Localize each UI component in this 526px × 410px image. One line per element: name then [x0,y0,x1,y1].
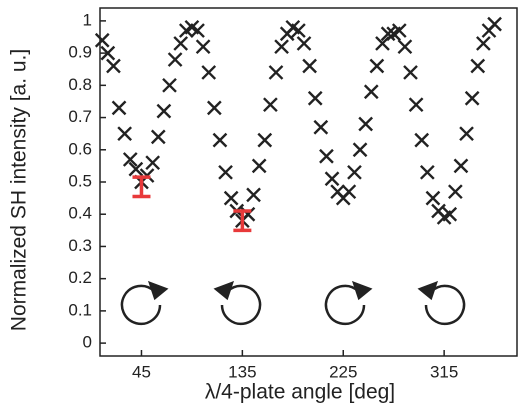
x-marker [341,184,357,200]
cw-arrow [324,284,366,326]
helicity-icons [120,280,466,326]
x-marker [296,36,312,51]
x-marker [358,116,374,132]
x-tick-label: 135 [228,362,256,381]
x-marker [464,90,480,106]
y-tick-label: 0.5 [68,171,92,190]
x-marker [447,184,463,200]
x-marker [476,36,491,51]
x-marker [167,52,183,67]
x-marker [190,23,205,38]
x-marker [201,65,217,80]
x-tick-label: 315 [430,362,458,381]
x-marker [319,148,334,164]
x-marker [403,65,418,80]
y-tick-label: 0.8 [68,75,92,94]
arrowhead [213,280,235,301]
x-marker [122,152,138,167]
y-tick-label: 0.7 [68,107,92,126]
plot-frame [99,7,518,357]
y-tick-label: 0.4 [68,204,92,223]
ccw-arrow [424,284,466,326]
x-axis-label: λ/4-plate angle [deg] [205,381,395,404]
y-tick-label: 0 [83,333,92,352]
x-marker [106,58,121,74]
x-marker [369,58,385,74]
y-tick-label: 0.9 [68,43,92,62]
x-marker [274,39,289,55]
x-marker [257,132,273,148]
x-marker [459,126,474,142]
x-marker [94,32,110,48]
x-marker [263,97,278,113]
x-tick-label: 225 [329,362,357,381]
x-marker [391,23,407,38]
cw-arrow [120,284,162,326]
x-marker [470,58,486,74]
x-marker [414,132,430,148]
x-marker [453,158,469,174]
ccw-arrow [220,284,262,326]
y-tick-label: 0.3 [68,236,92,255]
y-tick-label: 1 [83,10,92,29]
x-marker [206,100,222,116]
x-marker [212,132,228,148]
arrowhead [351,280,373,301]
error-bar [132,175,151,199]
x-marker [128,161,144,177]
x-marker [251,158,267,174]
x-marker [408,97,424,113]
x-marker [307,90,323,106]
x-marker [419,164,435,180]
x-marker [380,26,396,42]
x-marker [324,171,340,187]
y-tick-label: 0.1 [68,300,92,319]
y-axis-label: Normalized SH intensity [a. u.] [8,49,31,331]
x-marker [363,84,379,100]
x-marker [425,190,441,206]
x-marker [347,164,362,180]
x-marker [397,39,413,55]
y-tick-label: 0.2 [68,268,92,287]
arrowhead [147,280,169,301]
x-marker [162,77,177,93]
x-marker [218,164,233,180]
x-marker [100,45,116,61]
x-tick-label: 45 [132,362,151,381]
y-tick-label: 0.6 [68,139,92,158]
x-marker [246,187,261,203]
x-marker [145,155,161,171]
x-marker [173,36,189,51]
x-marker [442,206,458,222]
x-marker [291,23,306,38]
x-marker [302,58,317,74]
x-marker [150,129,166,145]
x-marker [223,190,239,206]
x-marker [313,119,329,135]
x-marker [117,126,133,142]
x-marker [487,16,502,32]
x-marker [156,103,172,119]
x-marker [111,100,127,116]
arrowhead [417,280,439,301]
x-marker [268,65,284,80]
error-bar [233,209,252,233]
x-marker [352,142,368,158]
x-marker [195,39,211,55]
